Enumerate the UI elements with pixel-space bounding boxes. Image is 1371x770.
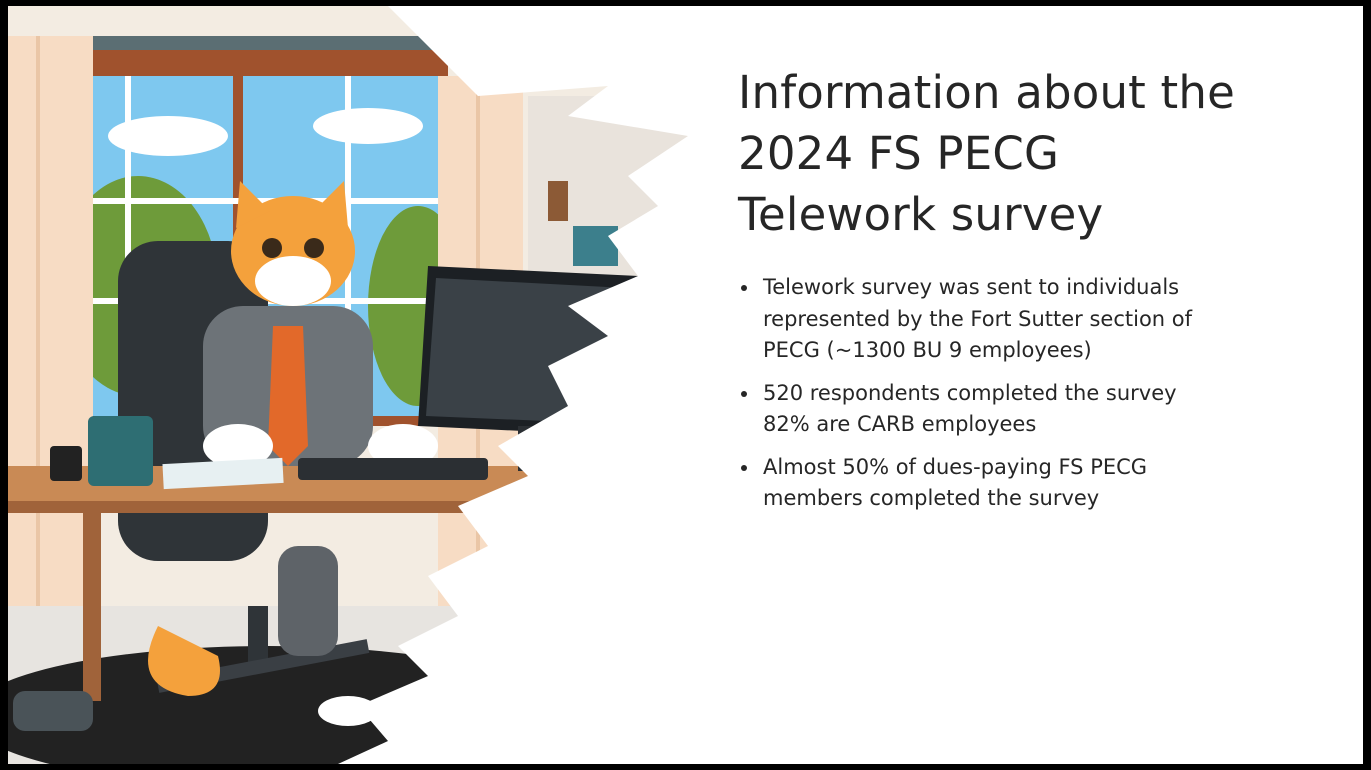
- bullet-line: PECG (~1300 BU 9 employees): [763, 335, 1192, 367]
- slide-frame: {"slide": { "title": ["Information about…: [0, 0, 1371, 770]
- bullet-line: Telework survey was sent to individuals: [763, 272, 1192, 304]
- page: Slide html, body { margin: 0; padding: 0…: [0, 0, 1371, 770]
- cat-shape: [268, 326, 308, 466]
- phone-shape: [13, 691, 93, 731]
- desk-shape: [83, 511, 101, 701]
- bullet-line: Almost 50% of dues-paying FS PECG: [763, 452, 1192, 484]
- desk-shape: [50, 446, 82, 481]
- cat-shape: [255, 256, 331, 306]
- cat-shape: [278, 546, 338, 656]
- title-line: Information about the: [738, 62, 1235, 123]
- window-shape: [68, 36, 458, 50]
- cat-shape: [262, 238, 282, 258]
- desk-shape: [298, 458, 488, 480]
- bullet-line: 82% are CARB employees: [763, 409, 1192, 441]
- curtains-shape: [8, 36, 93, 606]
- cat-shape: [304, 238, 324, 258]
- title-line: 2024 FS PECG: [738, 123, 1235, 184]
- chair-shape: [248, 606, 268, 666]
- room-wall-shape: [573, 226, 618, 266]
- window-shape: [313, 108, 423, 144]
- title-line: Telework survey: [738, 184, 1235, 245]
- illustration: [8, 6, 708, 764]
- bullet-line: represented by the Fort Sutter section o…: [763, 304, 1192, 336]
- phone: [13, 691, 93, 731]
- room-wall-shape: [548, 181, 568, 221]
- bullet-line: 520 respondents completed the survey: [763, 378, 1192, 410]
- bullet-line: members completed the survey: [763, 483, 1192, 515]
- desk-shape: [88, 416, 153, 486]
